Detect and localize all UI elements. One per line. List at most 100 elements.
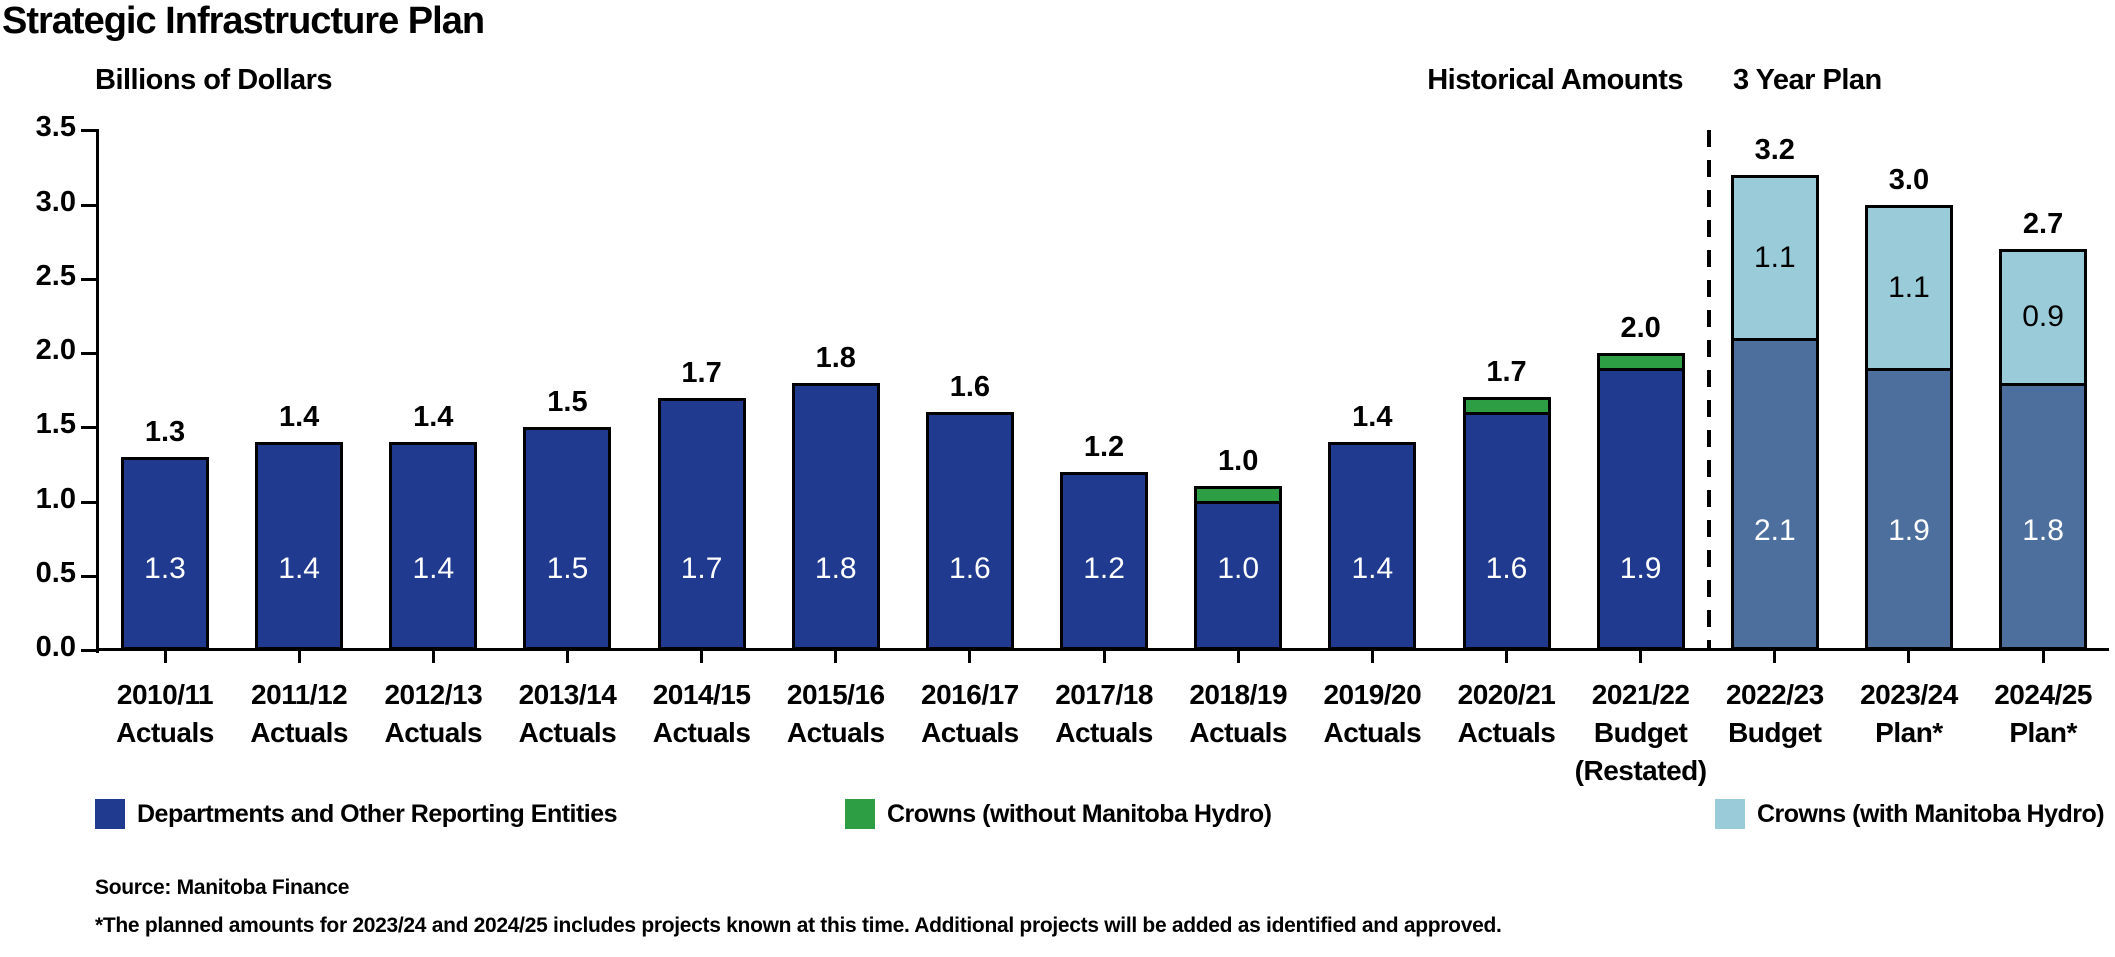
bar-total-label: 1.2 (1083, 431, 1125, 463)
bar-segment-departments (255, 442, 344, 650)
y-axis-tick-label: 1.0 (35, 482, 76, 515)
x-axis-label-line: 2019/20 (1323, 679, 1422, 710)
bar-segment-departments (657, 398, 746, 650)
x-axis-label-line: 2023/24 (1860, 679, 1958, 710)
bar-segment-departments (1864, 368, 1953, 650)
plan-divider-dashed-line (1707, 130, 1711, 649)
bar-value-label: 1.9 (1888, 514, 1930, 547)
legend-label: Crowns (without Manitoba Hydro) (887, 799, 1272, 828)
x-axis-tick (163, 651, 167, 663)
x-axis-label-line: 2017/18 (1055, 679, 1153, 710)
bar-total-label: 1.8 (815, 342, 856, 374)
y-axis-tick (81, 129, 96, 133)
x-axis-label: 2024/25 Plan* (1958, 676, 2115, 752)
x-axis-tick (297, 651, 301, 663)
x-axis-tick (700, 651, 704, 663)
bar-value-label: 1.1 (1888, 270, 1930, 304)
x-axis-tick (431, 651, 435, 663)
x-axis-label-line: (Restated) (1574, 755, 1707, 786)
bar-total-label: 1.0 (1218, 445, 1259, 477)
bar-value-label: 1.6 (1485, 552, 1528, 585)
x-axis-label-line: Budget (1728, 717, 1822, 748)
x-axis-tick (2041, 651, 2045, 663)
legend-item: Crowns (without Manitoba Hydro) (845, 797, 1272, 831)
bar-segment-departments (389, 442, 478, 650)
x-axis-label: 2014/15 Actuals (617, 676, 787, 752)
x-axis-label: 2018/19 Actuals (1153, 676, 1323, 752)
x-axis-label-line: 2010/11 (116, 679, 214, 710)
bar-segment-crowns-without-hydro (1462, 397, 1551, 415)
bar-total-label: 1.4 (1352, 401, 1393, 433)
x-axis-label: 2017/18 Actuals (1019, 676, 1189, 752)
y-axis-line (96, 129, 99, 653)
legend-label: Departments and Other Reporting Entities (137, 799, 618, 828)
y-axis-tick-label: 2.0 (35, 334, 76, 366)
bar-value-label: 1.5 (546, 552, 589, 585)
bar-value-label: 1.7 (680, 552, 723, 585)
x-axis-label-line: Actuals (250, 717, 348, 748)
legend-item: Crowns (with Manitoba Hydro) (1715, 797, 2105, 831)
bar-segment-crowns-with-hydro (1864, 205, 1953, 371)
x-axis-tick (1907, 651, 1911, 663)
x-axis-label-line: Actuals (1189, 717, 1288, 748)
x-axis-label-line: Budget (1593, 717, 1688, 748)
y-axis-tick-label: 3.5 (35, 111, 76, 144)
bar-value-label: 0.9 (2022, 300, 2064, 333)
bar-total-label: 3.0 (1888, 164, 1930, 196)
x-axis-label-line: 2013/14 (518, 679, 617, 710)
bar-segment-departments (121, 457, 209, 650)
bar-value-label: 2.1 (1753, 514, 1796, 547)
page-title: Strategic Infrastructure Plan (2, 0, 485, 42)
x-axis-label: 2021/22 Budget (Restated) (1556, 676, 1726, 790)
bar-segment-crowns-without-hydro (1194, 486, 1283, 504)
x-axis-label-line: 2016/17 (921, 679, 1019, 710)
x-axis-tick (1102, 651, 1106, 663)
bar-value-label: 1.3 (144, 552, 186, 585)
bar-segment-departments (523, 427, 612, 650)
bar-value-label: 1.6 (949, 552, 991, 585)
x-axis-tick (565, 651, 569, 663)
y-axis-tick-label: 0.0 (35, 631, 76, 663)
bar-value-label: 1.4 (278, 552, 320, 585)
x-axis-label: 2023/24 Plan* (1824, 676, 1994, 752)
x-axis-tick (834, 651, 838, 663)
bar-value-label: 1.4 (1351, 552, 1394, 585)
legend-label: Crowns (with Manitoba Hydro) (1757, 799, 2105, 828)
bar-value-label: 1.1 (1753, 240, 1796, 274)
x-axis-label-line: 2021/22 (1591, 679, 1690, 710)
x-axis-label-line: Actuals (1457, 717, 1556, 748)
y-axis-tick (81, 203, 96, 207)
y-axis-tick (81, 574, 96, 578)
bar-total-label: 1.6 (949, 371, 991, 403)
bar-value-label: 1.0 (1217, 552, 1260, 585)
bar-total-label: 1.3 (144, 416, 186, 448)
bar-total-label: 1.7 (681, 357, 722, 389)
bar-segment-departments (1060, 472, 1149, 650)
bar-segment-departments (1730, 338, 1819, 650)
x-axis-label-line: Actuals (652, 717, 751, 748)
bar-total-label: 1.4 (413, 401, 454, 433)
x-axis-label: 2013/14 Actuals (482, 676, 652, 752)
x-axis-tick (1773, 651, 1777, 663)
bar-total-label: 1.7 (1486, 356, 1527, 388)
y-axis-tick (81, 426, 96, 430)
footnote: *The planned amounts for 2023/24 and 202… (95, 914, 1502, 937)
y-axis-tick-label: 0.5 (35, 556, 76, 589)
bar-total-label: 3.2 (1754, 134, 1795, 166)
x-axis-label: 2015/16 Actuals (751, 676, 921, 752)
bar-segment-departments (925, 412, 1014, 650)
bar-segment-departments (791, 383, 880, 650)
x-axis-label: 2011/12 Actuals (214, 676, 384, 752)
y-axis-title: Billions of Dollars (95, 64, 333, 96)
x-axis-tick (1639, 651, 1643, 663)
x-axis-label-line: 2020/21 (1457, 679, 1556, 710)
y-axis-tick-label: 1.5 (35, 408, 76, 441)
bar-segment-crowns-without-hydro (1596, 353, 1685, 371)
bar-segment-departments (1194, 501, 1283, 650)
x-axis-label-line: Actuals (921, 717, 1019, 748)
bar-segment-crowns-with-hydro (1999, 249, 2088, 386)
source-note: Source: Manitoba Finance (95, 876, 350, 899)
bar-segment-departments (1328, 442, 1417, 650)
x-axis-tick (968, 651, 972, 663)
bar-value-label: 1.8 (814, 552, 857, 585)
